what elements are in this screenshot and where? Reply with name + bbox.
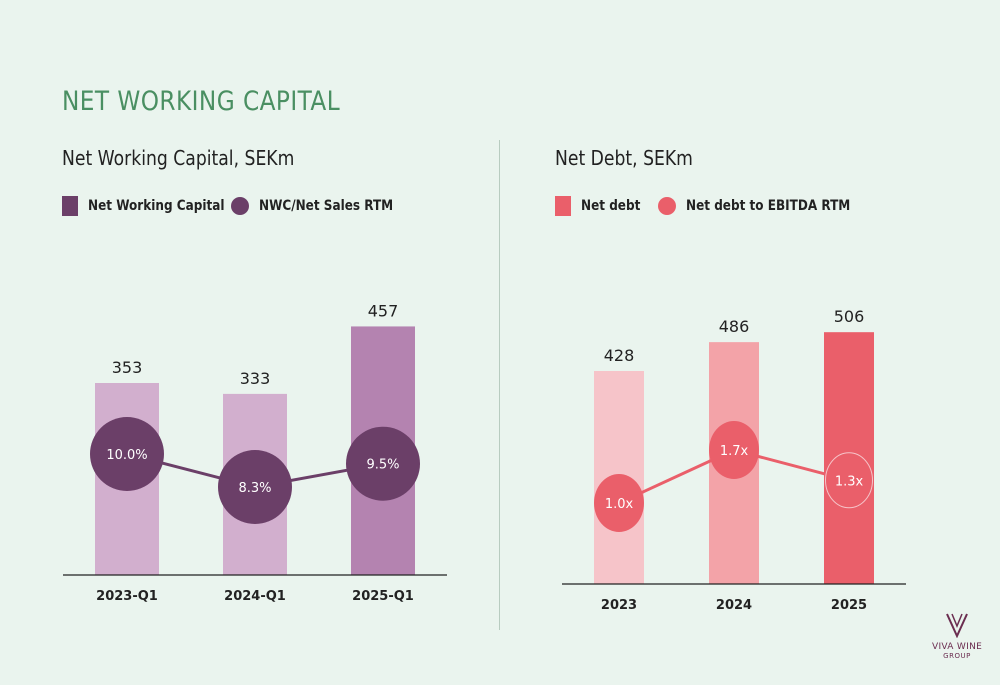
debt-category-label: 2024 xyxy=(716,598,752,613)
debt-legend-ratio-label: Net debt to EBITDA RTM xyxy=(686,198,851,214)
viva-wine-logo-icon xyxy=(946,613,968,639)
debt-ratio-label: 1.3x xyxy=(835,474,864,489)
debt-bar-value-label: 486 xyxy=(719,317,750,336)
nwc-ratio-marker xyxy=(90,417,164,491)
debt-ratio-label: 1.0x xyxy=(605,497,634,512)
nwc-ratio-marker xyxy=(218,450,292,524)
debt-legend-bar-swatch xyxy=(555,196,571,216)
debt-legend-ratio-swatch xyxy=(658,197,676,215)
nwc-category-label: 2025-Q1 xyxy=(352,589,414,604)
page-title: NET WORKING CAPITAL xyxy=(62,86,341,117)
debt-ratio-marker-ring xyxy=(825,452,873,509)
logo: VIVA WINE GROUP xyxy=(932,612,982,660)
debt-bar-value-label: 428 xyxy=(604,346,635,365)
nwc-ratio-label: 9.5% xyxy=(366,458,399,473)
debt-legend-ratio: Net debt to EBITDA RTM xyxy=(658,195,877,217)
nwc-bar-value-label: 457 xyxy=(368,301,399,320)
nwc-legend-ratio-label: NWC/Net Sales RTM xyxy=(259,198,394,214)
debt-legend-bar: Net debt xyxy=(555,195,650,217)
debt-chart-title: Net Debt, SEKm xyxy=(555,146,693,170)
logo-sub: GROUP xyxy=(943,652,971,660)
debt-ratio-marker xyxy=(824,451,874,510)
nwc-chart-title: Net Working Capital, SEKm xyxy=(62,146,295,170)
debt-category-label: 2023 xyxy=(601,598,637,613)
debt-ratio-marker xyxy=(709,421,759,479)
nwc-ratio-marker xyxy=(346,426,420,501)
chart-divider xyxy=(499,140,500,630)
logo-name: VIVA WINE xyxy=(932,642,983,652)
nwc-legend-bar-swatch xyxy=(62,196,78,216)
nwc-legend-ratio-swatch xyxy=(231,197,249,215)
nwc-legend-bar: Net Working Capital xyxy=(62,195,247,217)
nwc-legend-ratio: NWC/Net Sales RTM xyxy=(231,195,415,217)
nwc-legend-bar-label: Net Working Capital xyxy=(88,198,225,214)
nwc-ratio-label: 10.0% xyxy=(106,448,147,463)
debt-category-label: 2025 xyxy=(831,598,867,613)
debt-bar-value-label: 506 xyxy=(834,307,865,326)
nwc-bar-value-label: 353 xyxy=(112,358,143,377)
nwc-ratio-label: 8.3% xyxy=(238,481,271,496)
nwc-bar-value-label: 333 xyxy=(240,369,271,388)
debt-ratio-marker xyxy=(594,474,644,532)
debt-legend-bar-label: Net debt xyxy=(581,198,641,214)
debt-ratio-label: 1.7x xyxy=(720,444,749,459)
nwc-category-label: 2024-Q1 xyxy=(224,589,286,604)
nwc-category-label: 2023-Q1 xyxy=(96,589,158,604)
